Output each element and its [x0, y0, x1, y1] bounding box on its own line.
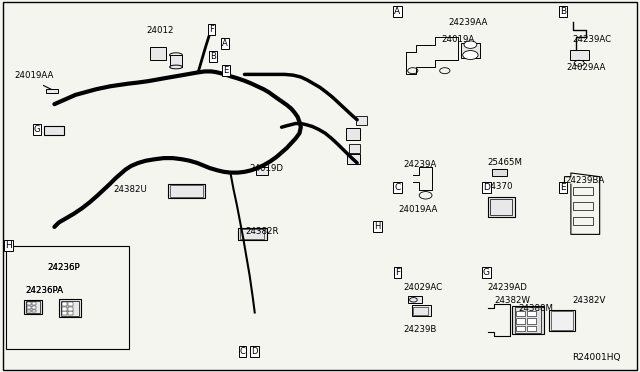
Bar — [573, 187, 593, 195]
Text: B: B — [560, 7, 566, 16]
Bar — [573, 217, 593, 225]
Text: E: E — [223, 66, 228, 75]
Text: G: G — [34, 125, 40, 134]
Bar — [412, 305, 431, 316]
Text: 24239A: 24239A — [403, 160, 436, 169]
Text: 24019AA: 24019AA — [398, 205, 438, 214]
Bar — [549, 310, 575, 331]
Bar — [32, 302, 36, 305]
Text: A: A — [394, 7, 401, 16]
Bar — [62, 311, 67, 315]
Bar — [527, 326, 536, 331]
Text: 24236PA: 24236PA — [26, 286, 63, 295]
Text: 24236P: 24236P — [48, 263, 80, 272]
Bar — [62, 307, 67, 311]
Text: A: A — [223, 39, 228, 48]
Bar — [27, 310, 31, 312]
Bar — [32, 306, 36, 309]
Bar — [570, 50, 589, 60]
Text: 24019AA: 24019AA — [14, 71, 54, 80]
Bar — [150, 47, 166, 60]
Text: E: E — [561, 183, 566, 192]
Bar — [256, 167, 268, 175]
Text: 24236P: 24236P — [48, 263, 80, 272]
Bar — [408, 296, 422, 303]
Bar — [46, 89, 58, 93]
Text: 24236PA: 24236PA — [26, 286, 63, 295]
Text: F: F — [395, 268, 400, 277]
Text: D: D — [483, 183, 490, 192]
Circle shape — [464, 41, 477, 48]
Bar — [527, 318, 536, 324]
Text: 24388M: 24388M — [519, 304, 554, 312]
Text: R24001HQ: R24001HQ — [572, 353, 621, 362]
Text: H: H — [374, 222, 381, 231]
Bar — [356, 116, 367, 125]
Ellipse shape — [170, 65, 182, 69]
Bar — [59, 299, 81, 317]
Text: 24239BA: 24239BA — [565, 176, 604, 185]
Bar — [515, 307, 541, 333]
Bar — [170, 55, 182, 67]
Text: F: F — [209, 25, 214, 34]
Bar — [413, 307, 428, 315]
Bar — [170, 185, 203, 197]
Text: 25465M: 25465M — [488, 158, 523, 167]
Text: 24382V: 24382V — [573, 296, 606, 305]
Text: 24239AC: 24239AC — [573, 35, 612, 44]
Bar — [238, 228, 267, 240]
Text: 24012: 24012 — [146, 26, 173, 35]
Bar — [527, 311, 536, 316]
Text: C: C — [394, 183, 401, 192]
Text: B: B — [210, 52, 216, 61]
Text: 24382W: 24382W — [495, 296, 531, 305]
Bar — [490, 199, 512, 215]
Bar — [32, 310, 36, 312]
Bar — [6, 246, 129, 349]
Bar — [516, 318, 525, 324]
Text: 24019D: 24019D — [250, 164, 284, 173]
Text: 24370: 24370 — [485, 182, 513, 191]
Text: 24382U: 24382U — [113, 185, 147, 194]
Bar — [44, 126, 64, 135]
Bar — [168, 184, 205, 198]
Bar — [461, 43, 480, 58]
Text: 24239AD: 24239AD — [488, 283, 527, 292]
Bar — [347, 154, 360, 164]
Text: G: G — [483, 268, 490, 277]
Bar — [516, 326, 525, 331]
Text: 24382R: 24382R — [246, 227, 279, 236]
Bar — [26, 301, 40, 313]
Bar — [349, 144, 360, 153]
Text: H: H — [5, 241, 12, 250]
Bar — [24, 300, 42, 314]
Bar — [492, 169, 507, 176]
Circle shape — [463, 51, 478, 60]
Bar — [27, 306, 31, 309]
Bar — [573, 202, 593, 210]
Bar — [516, 311, 525, 316]
Text: D: D — [252, 347, 258, 356]
Text: 24029AC: 24029AC — [404, 283, 443, 292]
Bar — [240, 229, 264, 239]
Text: C: C — [239, 347, 246, 356]
Text: 24029AA: 24029AA — [566, 63, 606, 72]
Text: 24019A: 24019A — [442, 35, 475, 44]
Bar — [551, 311, 573, 330]
Text: 24239B: 24239B — [403, 325, 436, 334]
Text: 24239AA: 24239AA — [448, 18, 488, 27]
Bar — [68, 302, 73, 306]
Bar — [27, 302, 31, 305]
Bar — [488, 197, 515, 217]
Bar — [68, 311, 73, 315]
Bar — [61, 301, 79, 316]
Bar — [68, 307, 73, 311]
Bar — [62, 302, 67, 306]
Bar — [512, 306, 544, 334]
Bar — [346, 128, 360, 140]
